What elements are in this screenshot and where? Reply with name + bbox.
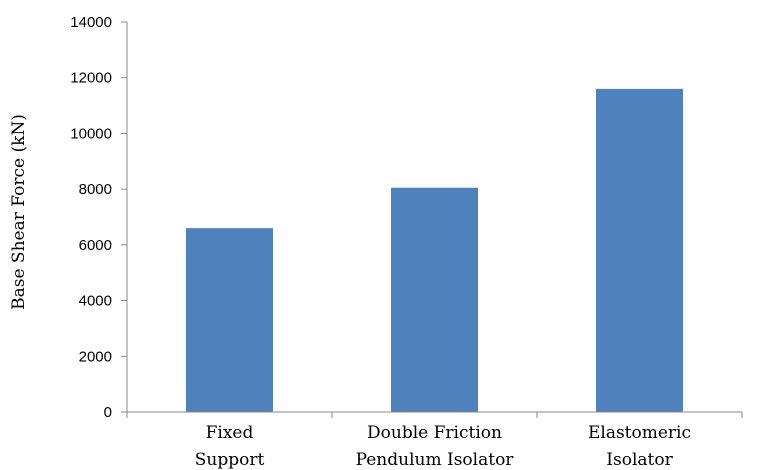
y-axis-title: Base Shear Force (kN) xyxy=(9,114,29,310)
bar-1 xyxy=(391,187,478,412)
y-tick-label: 0 xyxy=(104,404,112,421)
x-axis-labels: Fixed Support Double Friction Pendulum Isol… xyxy=(126,412,743,470)
bar-2 xyxy=(596,88,683,412)
y-tick-label: 12000 xyxy=(70,70,112,87)
y-tick-label: 10000 xyxy=(70,125,112,142)
x-category-label: Double Friction Pendulum Isolator xyxy=(356,423,515,470)
y-tick-label: 6000 xyxy=(79,237,112,254)
x-category-label-line: Elastomeric xyxy=(588,423,691,443)
y-tick-label: 8000 xyxy=(79,181,112,198)
y-tick-label: 14000 xyxy=(70,14,112,31)
y-axis-ticks: 0 2000 4000 6000 8000 10000 12000 14000 xyxy=(70,14,127,421)
bar-0 xyxy=(186,228,273,412)
y-tick-label: 2000 xyxy=(79,348,112,365)
x-category-label-line: Pendulum Isolator xyxy=(356,450,515,470)
y-tick-label: 4000 xyxy=(79,293,112,310)
x-category-label: Elastomeric Isolator xyxy=(588,423,691,470)
x-category-label: Fixed Support xyxy=(195,423,265,470)
bars xyxy=(186,88,683,412)
x-category-label-line: Support xyxy=(195,450,265,470)
x-category-label-line: Isolator xyxy=(606,450,673,470)
x-category-label-line: Double Friction xyxy=(367,423,502,443)
x-category-label-line: Fixed xyxy=(206,423,254,443)
